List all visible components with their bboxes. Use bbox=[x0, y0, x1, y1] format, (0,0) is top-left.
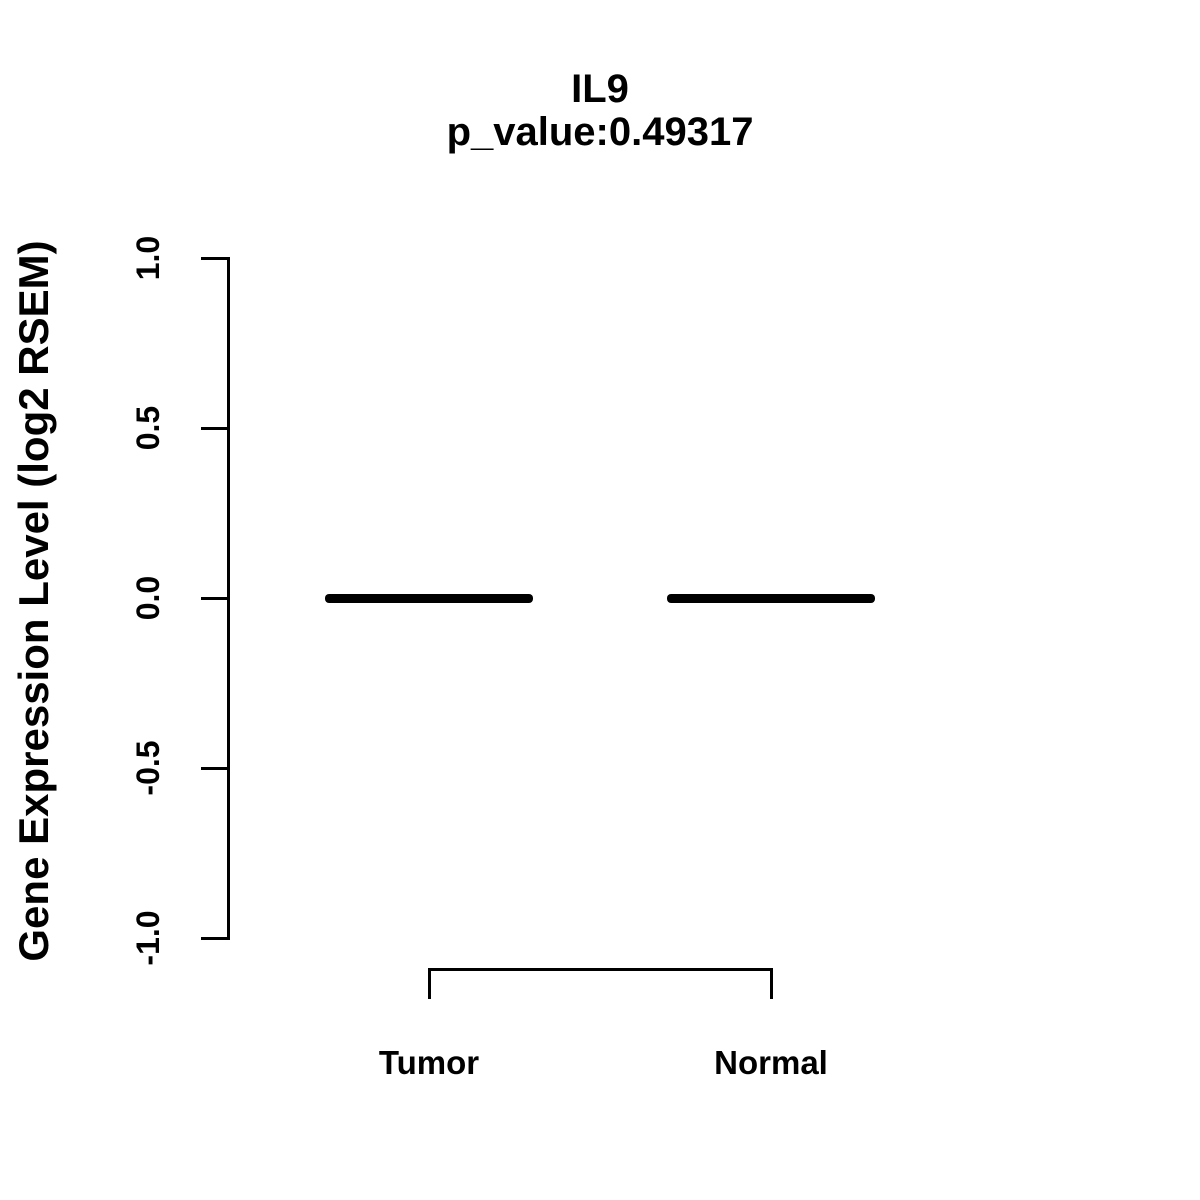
x-axis-line bbox=[427, 968, 773, 971]
y-axis-tick bbox=[201, 256, 230, 260]
y-axis-tick bbox=[201, 766, 230, 770]
y-axis-tick-label: 0.0 bbox=[129, 575, 166, 621]
y-axis-tick bbox=[201, 936, 230, 940]
median-line-tumor bbox=[325, 593, 533, 603]
x-axis-tick-normal bbox=[769, 968, 773, 999]
y-axis-title: Gene Expression Level (log2 RSEM) bbox=[10, 240, 57, 962]
x-axis-category-label-tumor: Tumor bbox=[378, 1044, 480, 1081]
y-axis-tick-label: -0.5 bbox=[129, 740, 166, 796]
y-axis-tick bbox=[201, 426, 230, 430]
x-axis-category-label-normal: Normal bbox=[714, 1044, 828, 1081]
y-axis-tick-label: -1.0 bbox=[129, 910, 166, 966]
chart-title: IL9 bbox=[571, 67, 629, 111]
median-line-normal bbox=[667, 593, 875, 603]
x-axis-tick-tumor bbox=[427, 968, 431, 999]
y-axis-tick bbox=[201, 596, 230, 600]
y-axis-tick-label: 0.5 bbox=[129, 405, 166, 451]
chart-subtitle-pvalue: p_value:0.49317 bbox=[446, 110, 754, 154]
y-axis-tick-label: 1.0 bbox=[129, 235, 166, 281]
